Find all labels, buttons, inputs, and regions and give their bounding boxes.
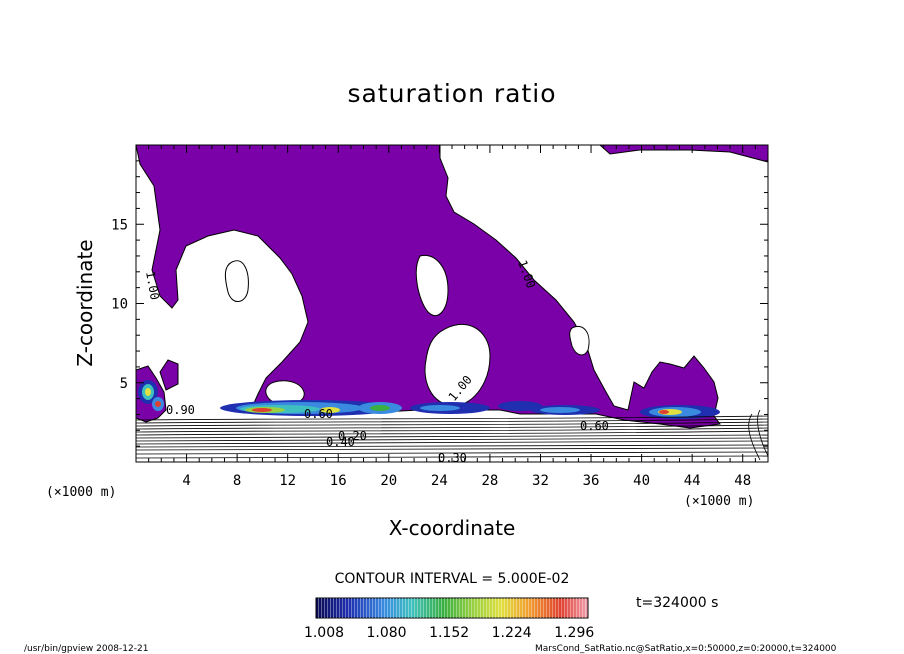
subsaturated-hole-1 xyxy=(224,260,249,302)
x-tick-label: 16 xyxy=(330,473,347,489)
x-tick-label: 12 xyxy=(279,473,296,489)
y-tick-label: 5 xyxy=(120,376,128,392)
supersaturation-region-left-small xyxy=(159,359,179,391)
x-tick-label: 32 xyxy=(532,473,549,489)
x-tick-label: 48 xyxy=(734,473,751,489)
x-tick-label: 36 xyxy=(583,473,600,489)
x-axis-label: X-coordinate xyxy=(389,516,516,540)
y-axis-ticks: 5 10 15 xyxy=(111,160,768,447)
contour-label: 0.40 xyxy=(326,435,355,449)
x-tick-label: 28 xyxy=(481,473,498,489)
colorbar-tick-label: 1.152 xyxy=(429,625,469,641)
x-tick-label: 44 xyxy=(684,473,701,489)
colorbar-tick-label: 1.080 xyxy=(367,625,407,641)
contour-label: 0.60 xyxy=(580,419,609,433)
subsaturated-hole-2 xyxy=(415,254,449,317)
subsaturated-hole-4 xyxy=(569,326,590,356)
x-tick-label: 24 xyxy=(431,473,448,489)
colorbar-tick-label: 1.296 xyxy=(554,625,594,641)
contour-interval: CONTOUR INTERVAL = 5.000E-02 xyxy=(335,571,570,587)
footer-right: MarsCond_SatRatio.nc@SatRatio,x=0:50000,… xyxy=(535,644,837,654)
colorbar xyxy=(315,597,589,619)
colorbar-tick-labels: 1.008 1.080 1.152 1.224 1.296 xyxy=(304,625,594,641)
x-axis-unit: (×1000 m) xyxy=(684,494,754,509)
contour-label: 0.60 xyxy=(304,407,333,421)
y-axis-label: Z-coordinate xyxy=(73,239,97,366)
x-axis-ticks: 4 8 12 16 20 24 28 32 36 40 44 48 xyxy=(148,145,756,489)
y-axis-unit: (×1000 m) xyxy=(46,485,116,500)
contour-label: 1.00 xyxy=(143,270,162,301)
time-label: t=324000 s xyxy=(636,595,718,611)
colorbar-tick-label: 1.224 xyxy=(492,625,532,641)
x-tick-label: 40 xyxy=(633,473,650,489)
colorbar-tick-label: 1.008 xyxy=(304,625,344,641)
high-saturation-band xyxy=(138,380,720,419)
y-tick-label: 10 xyxy=(111,297,128,313)
x-tick-label: 4 xyxy=(182,473,190,489)
contour-label: 0.20 xyxy=(338,429,367,443)
y-tick-label: 15 xyxy=(111,217,128,233)
footer-left: /usr/bin/gpview 2008-12-21 xyxy=(24,644,148,654)
plot-area xyxy=(136,145,768,462)
chart-title: saturation ratio xyxy=(347,79,556,108)
x-tick-label: 20 xyxy=(380,473,397,489)
contour-lines xyxy=(136,409,768,461)
contour-label: 0.90 xyxy=(166,403,195,417)
x-tick-label: 8 xyxy=(233,473,241,489)
